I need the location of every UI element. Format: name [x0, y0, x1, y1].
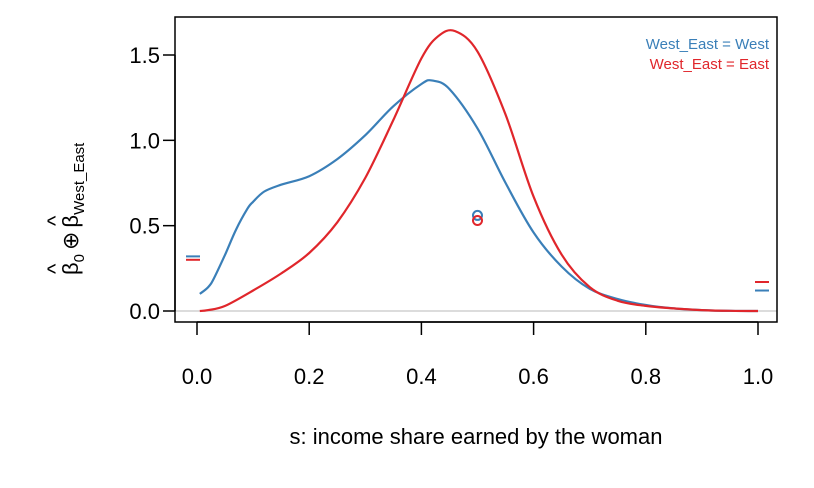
y-tick-label: 1.0: [129, 128, 160, 153]
point-mass-east: [472, 215, 483, 227]
series-lines: [199, 29, 759, 313]
point-mass-west: [472, 209, 483, 221]
beta-symbol: β: [58, 262, 83, 275]
x-axis: 0.0 0.2 0.4 0.6 0.8 1.0: [182, 321, 774, 389]
x-tick-label: 0.4: [406, 364, 437, 389]
subscript-zero: 0: [71, 254, 88, 262]
y-tick-label: 0.0: [129, 299, 160, 324]
hat-mark-1: ^: [43, 263, 68, 274]
y-axis: 0.0 0.5 1.0 1.5: [129, 43, 176, 324]
x-tick-label: 0.8: [631, 364, 662, 389]
legend: West_East = West West_East = East: [646, 36, 770, 73]
y-axis-title: β0⊕βWest_East ^ ^: [43, 142, 88, 275]
subscript-west-east: West_East: [71, 142, 88, 215]
x-tick-label: 0.6: [518, 364, 549, 389]
x-tick-label: 0.0: [182, 364, 213, 389]
beta-symbol-2: β: [58, 215, 83, 228]
hat-mark-2: ^: [43, 215, 68, 226]
x-tick-label: 1.0: [743, 364, 774, 389]
y-tick-label: 1.5: [129, 43, 160, 68]
density-line-east: [199, 29, 759, 313]
point-mass-markers: [186, 209, 769, 292]
oplus-symbol: ⊕: [58, 232, 83, 250]
svg-text:β0⊕βWest_East: β0⊕βWest_East: [58, 142, 88, 275]
x-tick-label: 0.2: [294, 364, 325, 389]
legend-entry-east: West_East = East: [650, 56, 770, 73]
x-axis-title: s: income share earned by the woman: [290, 424, 663, 449]
y-tick-label: 0.5: [129, 214, 160, 239]
legend-entry-west: West_East = West: [646, 36, 770, 53]
density-line-west: [199, 79, 759, 313]
